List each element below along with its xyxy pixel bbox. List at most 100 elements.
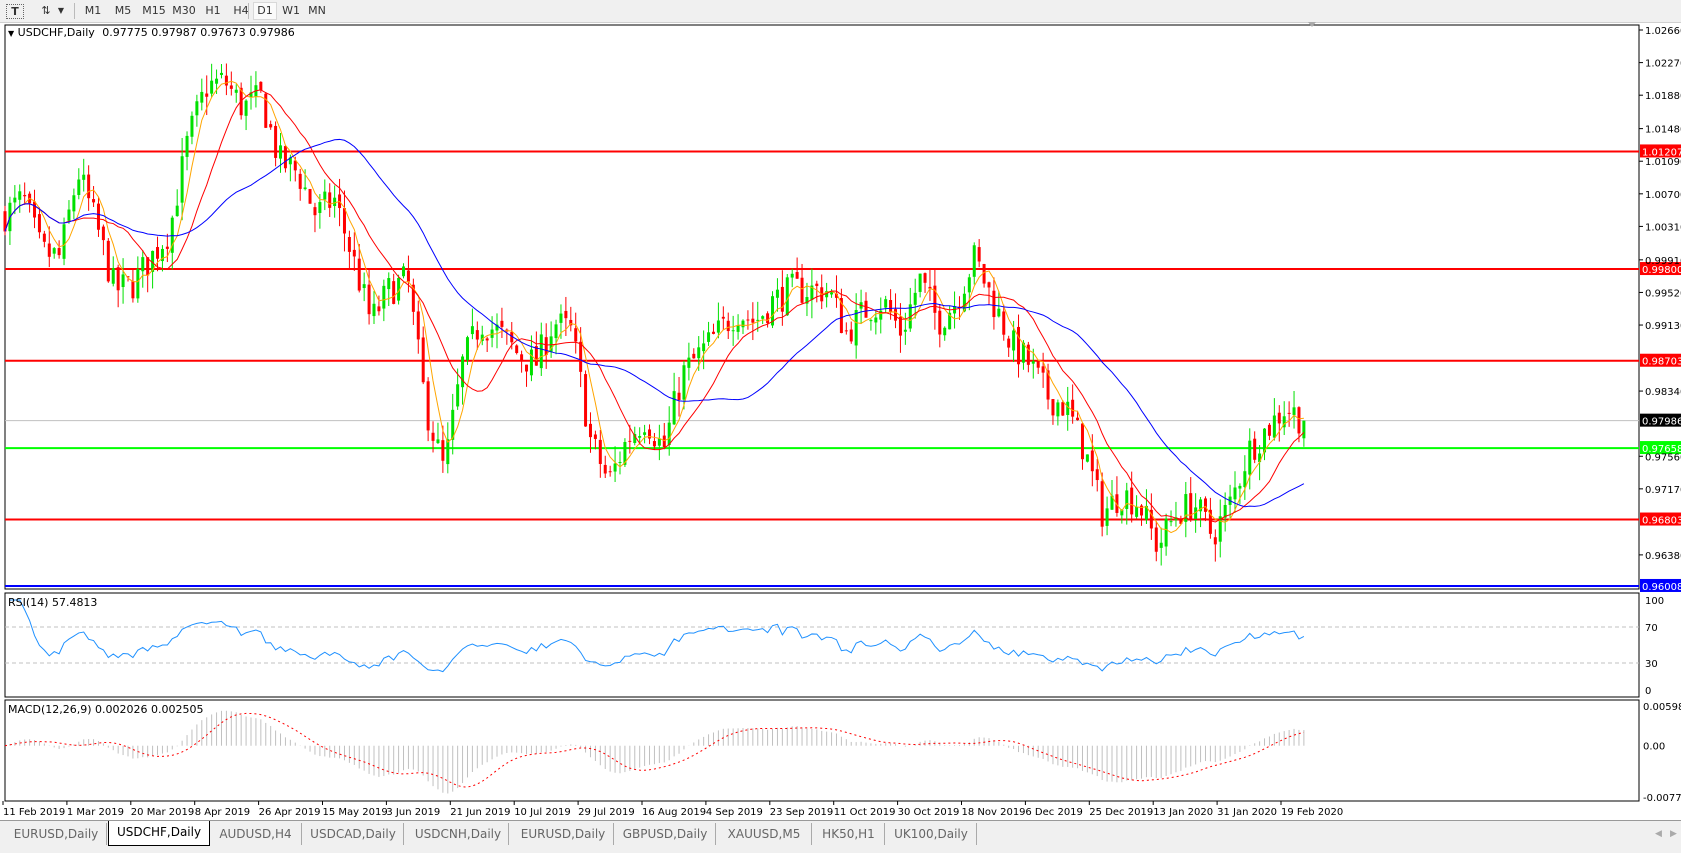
candle-body [224,75,228,86]
candle-body [662,435,666,448]
candle-body [141,257,145,272]
tab-xauusd-m5[interactable]: XAUUSD,M5 [717,823,812,845]
candle-body [790,273,794,278]
rsi-axis-label: 70 [1645,623,1658,634]
timeframe-h4[interactable]: H4 [233,4,249,17]
tab-usdcnh-daily[interactable]: USDCNH,Daily [408,823,509,845]
candle-body [707,332,711,342]
candle-body [874,317,878,323]
candle-body [23,195,27,197]
candle-body [1017,326,1021,365]
candle-body [1066,401,1070,416]
candle-body [898,316,902,336]
tab-uk100-daily[interactable]: UK100,Daily [886,823,977,845]
dropdown-arrow-icon[interactable]: ▼ [57,6,65,15]
chart-area[interactable]: 1.01207 0.99800 0.98703 0.97658 0.96803 0.960… [0,0,1681,820]
macd-pane-border [4,699,1640,802]
timeframe-m1[interactable]: M1 [84,4,102,17]
separator [248,3,249,19]
candle-body [42,233,46,242]
price-axis-label: 1.00700 [1645,190,1681,201]
ma-slow-line [4,138,1305,508]
tab-usdchf-daily[interactable]: USDCHF,Daily [108,821,210,846]
candle-body [1213,537,1217,545]
candle-body [544,337,548,356]
candle-body [638,436,642,438]
candle-body [279,145,283,159]
macd-axis-label: 0.00 [1643,742,1665,753]
candle-body [313,207,317,216]
candle-body [741,320,745,328]
level-price-label: 1.01207 [1642,147,1681,158]
draw-tool-icon[interactable]: ⇅ [41,4,51,17]
candle-body [918,273,922,292]
text-tool-icon[interactable]: T [6,4,24,19]
candle-body [200,91,204,103]
candle-body [962,293,966,312]
tab-hk50-h1[interactable]: HK50,H1 [813,823,885,845]
timeframe-m15[interactable]: M15 [142,4,166,17]
chart-header: ▼ USDCHF,Daily 0.97775 0.97987 0.97673 0… [8,26,295,39]
candle-body [1179,520,1183,524]
candle-body [854,309,858,346]
rsi-axis-label: 30 [1645,659,1658,670]
candle-body [1199,499,1203,512]
price-axis-label: 0.96380 [1645,551,1681,562]
tab-audusd-h4[interactable]: AUDUSD,H4 [210,823,302,845]
rsi-pane-border [4,592,1640,698]
candle-body [387,278,391,290]
level-price-tag [1640,578,1681,592]
tab-eurusd-daily[interactable]: EURUSD,Daily [6,823,107,845]
candle-body [215,78,219,84]
candle-body [766,313,770,324]
candle-body [1302,420,1306,439]
date-axis-label: 26 Apr 2019 [259,807,321,818]
candle-body [1002,311,1006,335]
candle-body [1071,399,1075,417]
candle-body [1223,504,1227,518]
timeframe-d1[interactable]: D1 [253,2,277,20]
tab-gbpusd-daily[interactable]: GBPUSD,Daily [615,823,716,845]
candle-body [643,432,647,435]
candle-body [259,81,263,91]
candle-body [716,320,720,333]
candle-body [1140,505,1144,516]
candle-body [1297,407,1301,434]
candle-body [948,312,952,330]
candle-body [347,236,351,252]
candle-body [726,320,730,332]
toolbar: T ⇅ ▼ M1 M5 M15 M30 H1 H4 D1 W1 MN [0,0,1681,23]
candle-body [495,324,499,331]
candle-body [1095,469,1099,481]
macd-label: MACD(12,26,9) 0.002026 0.002505 [8,703,204,716]
timeframe-w1[interactable]: W1 [282,4,300,17]
candle-body [1021,342,1025,363]
candle-body [229,85,233,89]
candle-body [1238,485,1242,489]
timeframe-m5[interactable]: M5 [114,4,132,17]
timeframe-h1[interactable]: H1 [205,4,221,17]
tab-usdcad-daily[interactable]: USDCAD,Daily [303,823,404,845]
scroll-right-icon[interactable]: ▶ [1670,829,1677,839]
date-axis-label: 21 Jun 2019 [450,807,510,818]
timeframe-m30[interactable]: M30 [172,4,196,17]
collapse-triangle-icon[interactable]: ▼ [8,29,15,38]
candle-body [47,243,51,257]
candle-body [771,296,775,326]
ohlc-values: 0.97775 0.97987 0.97673 0.97986 [102,26,295,39]
candle-body [269,124,273,128]
candle-body [1194,507,1198,521]
date-axis-label: 4 Sep 2019 [706,807,763,818]
level-price-tag [1640,144,1681,158]
candle-body [903,329,907,332]
candle-body [436,439,440,444]
timeframe-mn[interactable]: MN [308,4,326,17]
candle-body [672,391,676,425]
level-price-tag [1640,441,1681,455]
candle-body [1051,399,1055,416]
candle-body [131,281,135,299]
candle-body [839,298,843,334]
candle-body [1076,417,1080,421]
tab-eurusd-daily[interactable]: EURUSD,Daily [513,823,614,845]
scroll-left-icon[interactable]: ◀ [1655,829,1662,839]
